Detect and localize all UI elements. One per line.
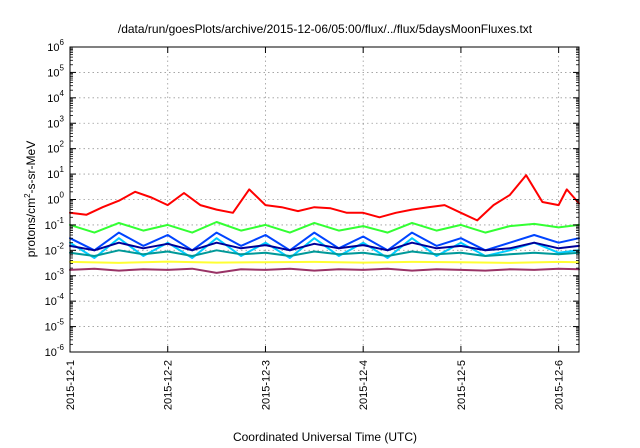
y-tick-label-exponent: -5: [57, 318, 65, 327]
y-tick-label-exponent: -6: [57, 343, 65, 352]
y-tick-label-base: 10: [45, 296, 57, 308]
y-tick-label-exponent: -2: [57, 241, 65, 250]
x-tick-labels: 2015-12-1 2015-12-2 2015-12-3 2015-12-4 2015…: [65, 360, 566, 410]
y-tick-label: 100: [47, 191, 64, 207]
y-tick-label-base: 10: [47, 67, 59, 79]
y-tick-label-exponent: 3: [60, 114, 65, 123]
x-tick-label: 2015-12-4: [358, 360, 370, 410]
y-tick-label-exponent: -4: [57, 292, 65, 301]
y-axis-label-prefix: protons/cm: [24, 198, 38, 257]
x-tick-label: 2015-12-5: [456, 360, 468, 410]
tick-layer: [69, 46, 579, 353]
y-tick-label-base: 10: [45, 322, 57, 334]
y-tick-label-exponent: 6: [60, 38, 65, 47]
y-tick-label-base: 10: [47, 42, 59, 54]
y-tick-label-base: 10: [45, 347, 57, 359]
y-tick-label: 10-1: [45, 216, 65, 232]
y-tick-labels: 10-610-510-410-310-210-11001011021031041…: [45, 38, 65, 359]
series-line-5: [69, 241, 580, 252]
y-tick-label: 10-5: [45, 318, 65, 334]
y-tick-label: 105: [47, 63, 64, 79]
series-line-4: [69, 231, 580, 252]
y-tick-label: 10-6: [45, 343, 65, 359]
y-axis-label: protons/cm2-s-sr-MeV: [23, 141, 38, 257]
y-axis-label-suffix: -s-sr-MeV: [24, 141, 38, 194]
y-tick-label-exponent: 4: [60, 89, 65, 98]
y-axis-label-superscript: 2: [23, 193, 32, 198]
series-line-6: [69, 249, 580, 257]
series-layer: [69, 174, 580, 274]
y-tick-label-base: 10: [47, 144, 59, 156]
y-tick-label-exponent: 0: [60, 191, 65, 200]
y-tick-label-base: 10: [45, 220, 57, 232]
chart-title: /data/run/goesPlots/archive/2015-12-06/0…: [118, 22, 533, 36]
y-tick-label: 10-4: [45, 292, 65, 308]
y-tick-label-base: 10: [47, 93, 59, 105]
x-tick-label: 2015-12-3: [260, 360, 272, 410]
y-tick-label: 103: [47, 114, 64, 130]
y-tick-label-base: 10: [45, 271, 57, 283]
y-tick-label: 101: [47, 165, 64, 181]
y-tick-label-exponent: -1: [57, 216, 65, 225]
series-line-3: [69, 237, 580, 259]
x-tick-label: 2015-12-1: [65, 360, 77, 410]
x-tick-label: 2015-12-2: [163, 360, 175, 410]
y-tick-label-base: 10: [47, 118, 59, 130]
y-tick-label-base: 10: [45, 245, 57, 257]
x-tick-label: 2015-12-6: [554, 360, 566, 410]
series-line-2: [69, 221, 580, 234]
y-tick-label: 10-3: [45, 267, 65, 283]
y-tick-label-exponent: 2: [60, 140, 65, 149]
y-tick-label-exponent: 5: [60, 63, 65, 72]
x-axis-label: Coordinated Universal Time (UTC): [233, 430, 417, 444]
series-line-1: [69, 174, 580, 222]
y-tick-label-exponent: 1: [60, 165, 65, 174]
series-line-7: [69, 260, 580, 264]
y-tick-label-base: 10: [47, 169, 59, 181]
y-tick-label: 104: [47, 89, 64, 105]
y-tick-label-base: 10: [47, 195, 59, 207]
y-tick-label: 102: [47, 140, 64, 156]
y-tick-label-exponent: -3: [57, 267, 65, 276]
series-line-8: [69, 267, 580, 274]
y-tick-label: 106: [47, 38, 64, 54]
y-tick-label: 10-2: [45, 241, 65, 257]
